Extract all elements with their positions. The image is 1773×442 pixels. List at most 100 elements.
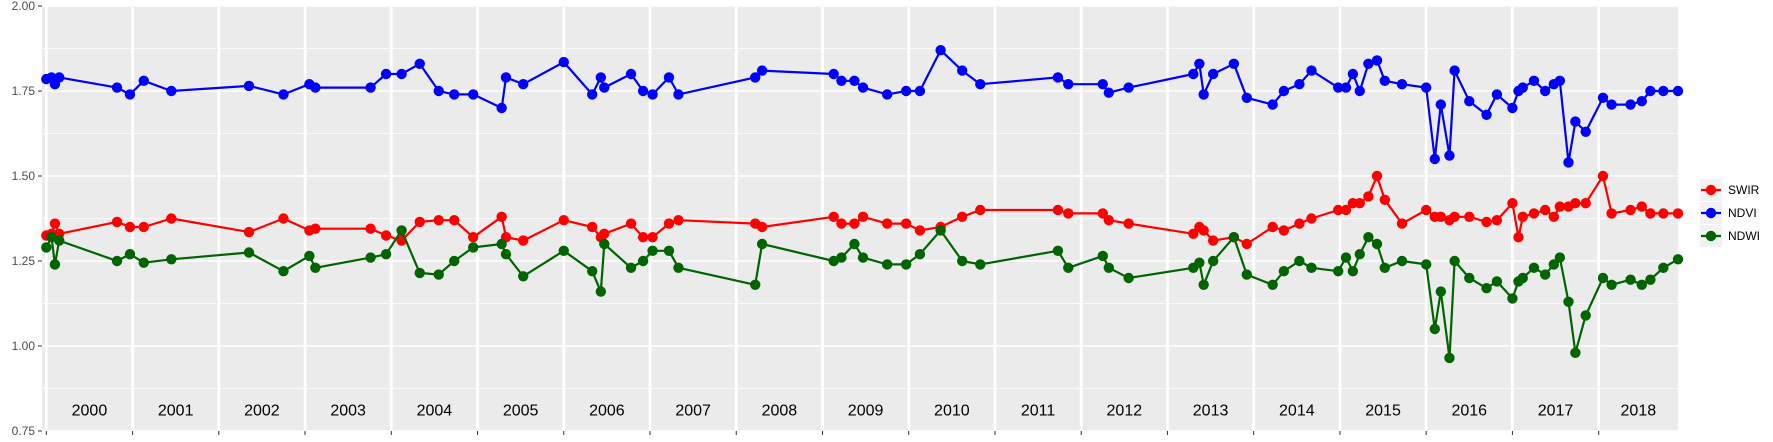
point-ndwi — [1052, 245, 1064, 256]
point-ndwi — [647, 245, 658, 256]
point-swir — [1420, 204, 1432, 216]
point-ndwi — [1198, 279, 1209, 290]
point-ndwi — [1580, 310, 1591, 321]
point-swir — [900, 218, 912, 229]
point-ndwi — [900, 259, 912, 270]
point-swir — [1340, 204, 1352, 216]
point-ndvi — [1052, 72, 1064, 83]
point-swir — [1636, 201, 1647, 212]
point-ndwi — [1444, 352, 1455, 364]
point-swir — [1625, 204, 1636, 216]
point-swir — [365, 223, 376, 234]
point-ndvi — [1228, 58, 1240, 69]
point-ndvi — [637, 85, 649, 97]
point-swir — [1645, 208, 1656, 219]
point-ndvi — [1625, 99, 1636, 110]
point-ndwi — [278, 266, 289, 277]
point-ndvi — [625, 68, 637, 80]
point-ndvi — [599, 82, 610, 93]
year-labels: 2000 2001 2002 2003 2004 2005 2006 2007 2008 2009… — [72, 403, 1657, 420]
point-swir — [1570, 198, 1581, 209]
point-ndwi — [1194, 257, 1205, 268]
point-ndvi — [1570, 116, 1581, 127]
point-ndvi — [396, 68, 407, 80]
point-ndwi — [1563, 296, 1574, 307]
point-ndwi — [595, 286, 607, 297]
point-ndvi — [558, 56, 569, 68]
axes: 0.75 1.00 1.25 1.50 1.75 2.00 — [12, 0, 1600, 438]
point-ndwi — [1063, 262, 1074, 273]
point-ndvi — [756, 65, 768, 76]
point-ndvi — [1597, 92, 1609, 104]
point-ndwi — [1228, 232, 1240, 243]
point-ndvi — [900, 85, 912, 97]
point-ndwi — [828, 255, 839, 267]
year-label-2008: 2008 — [762, 403, 798, 420]
point-ndvi — [1278, 85, 1290, 97]
point-ndwi — [365, 252, 376, 263]
year-label-2009: 2009 — [848, 403, 884, 420]
point-ndwi — [1539, 269, 1551, 280]
point-ndvi — [1658, 85, 1669, 97]
point-swir — [1528, 208, 1540, 219]
point-swir — [49, 218, 61, 229]
point-ndwi — [1517, 272, 1528, 284]
point-swir — [637, 232, 649, 243]
point-swir — [1548, 211, 1560, 222]
point-ndvi — [54, 72, 65, 83]
year-label-2007: 2007 — [675, 403, 711, 420]
point-ndwi — [518, 271, 529, 282]
point-ndwi — [310, 262, 321, 273]
point-ndvi — [1267, 99, 1278, 110]
point-ndwi — [1371, 238, 1383, 250]
point-ndvi — [857, 82, 869, 93]
point-swir — [414, 216, 425, 228]
point-ndwi — [41, 242, 52, 253]
point-swir — [1103, 215, 1115, 226]
point-ndwi — [1636, 279, 1647, 290]
point-ndwi — [587, 266, 598, 277]
point-ndvi — [849, 75, 860, 87]
point-ndvi — [1198, 89, 1209, 100]
point-ndvi — [1194, 58, 1205, 69]
point-swir — [914, 225, 926, 236]
point-swir — [1097, 208, 1108, 219]
point-ndwi — [1507, 293, 1518, 304]
y-tick-label: 2.00 — [12, 0, 36, 13]
point-ndvi — [1449, 65, 1460, 76]
point-swir — [1481, 216, 1492, 228]
legend: SWIR NDVI NDWI — [1700, 179, 1760, 247]
point-ndwi — [304, 250, 315, 262]
point-ndwi — [243, 247, 255, 258]
point-swir — [496, 211, 507, 222]
point-swir — [310, 223, 321, 234]
point-swir — [166, 213, 177, 224]
year-label-2001: 2001 — [158, 403, 194, 420]
point-ndwi — [1207, 255, 1219, 267]
point-swir — [1517, 211, 1528, 222]
point-ndwi — [637, 255, 649, 267]
point-ndwi — [558, 245, 569, 256]
point-swir — [433, 215, 444, 226]
point-ndwi — [111, 255, 123, 267]
point-ndvi — [1103, 87, 1115, 98]
point-ndvi — [1636, 96, 1647, 107]
point-ndwi — [1528, 262, 1540, 273]
point-ndvi — [1420, 82, 1432, 93]
point-swir — [1396, 218, 1408, 229]
point-ndvi — [243, 80, 255, 92]
point-ndwi — [599, 238, 610, 250]
year-label-2012: 2012 — [1107, 403, 1143, 420]
point-swir — [1379, 194, 1390, 205]
point-ndvi — [1371, 55, 1383, 66]
point-ndwi — [496, 238, 507, 250]
point-ndvi — [1563, 157, 1574, 168]
point-ndvi — [111, 82, 123, 93]
point-ndwi — [396, 225, 407, 236]
point-swir — [1278, 225, 1290, 236]
point-ndvi — [1241, 92, 1252, 104]
point-swir — [1672, 208, 1684, 219]
point-ndwi — [1420, 259, 1432, 270]
point-ndwi — [1570, 347, 1581, 358]
point-ndvi — [1207, 68, 1219, 80]
